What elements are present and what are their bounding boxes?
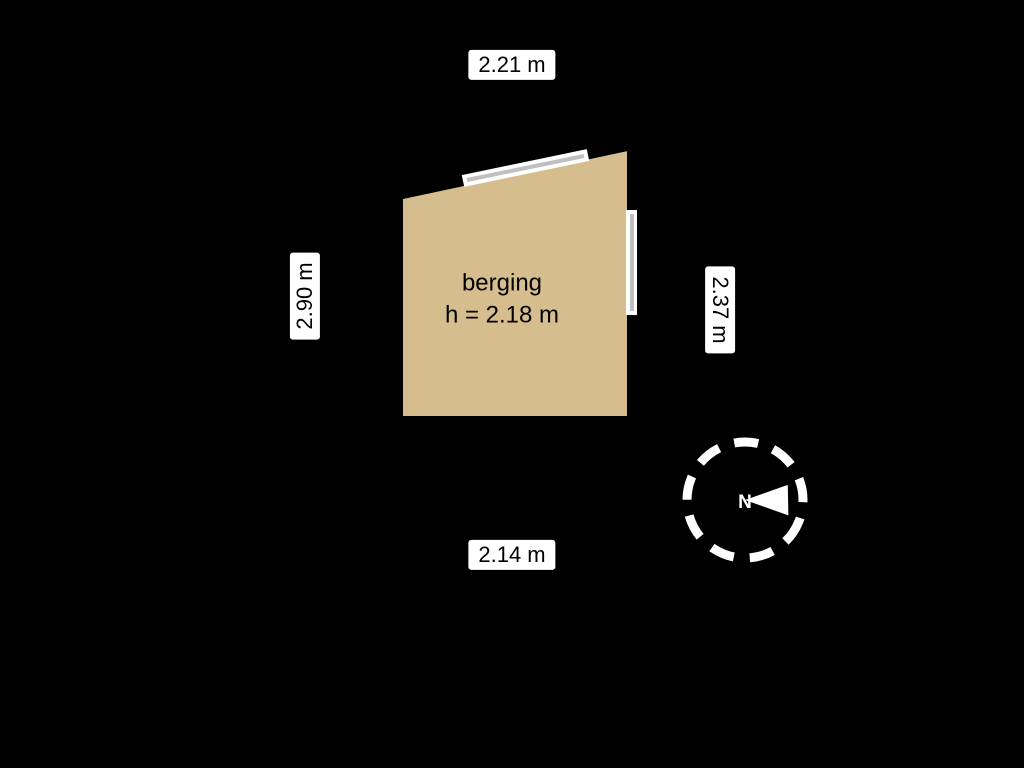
dim-right: 2.37 m <box>705 266 735 353</box>
floorplan-stage: berging h = 2.18 m 2.21 m 2.90 m 2.37 m … <box>0 0 1024 768</box>
compass-n-label: N <box>738 492 752 513</box>
compass-pointer <box>745 472 799 517</box>
room-label: berging h = 2.18 m <box>445 268 559 333</box>
room-height: h = 2.18 m <box>445 300 559 332</box>
dim-top: 2.21 m <box>468 50 555 80</box>
room-name: berging <box>445 268 559 300</box>
dim-left: 2.90 m <box>290 252 320 339</box>
dim-bottom: 2.14 m <box>468 540 555 570</box>
compass: N <box>675 430 815 570</box>
